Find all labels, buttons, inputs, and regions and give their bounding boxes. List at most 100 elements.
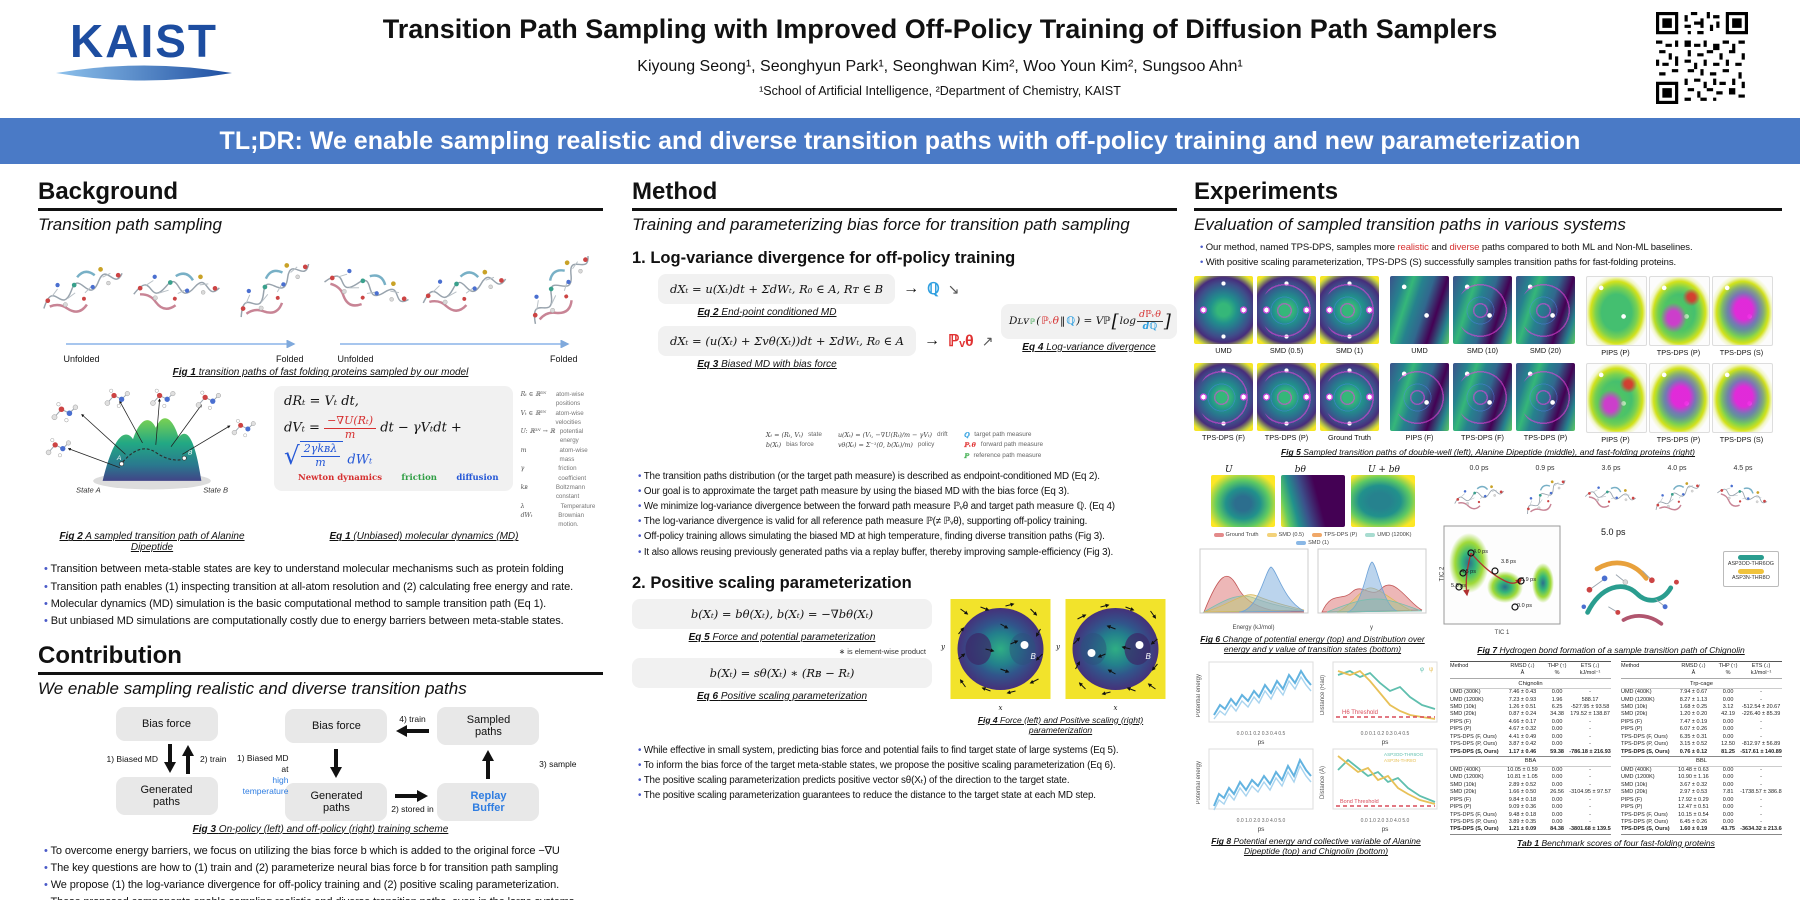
state-label: Unfolded <box>63 354 100 364</box>
bullet: Transition between meta-stable states ar… <box>44 561 603 578</box>
newton-term: −∇U(Rₜ) m <box>324 414 377 441</box>
fig8-block: Potential energy Distance (Rad) H6 Thres… <box>1194 661 1438 856</box>
fig1-arrow-left: Unfolded Folded <box>64 335 304 364</box>
biased-potential-heatmap <box>1350 475 1415 528</box>
eq1-box: dRₜ = Vₜ dt, dVₜ = −∇U(Rₜ) m dt − γVₜdt +… <box>274 386 513 491</box>
heatmap-panel <box>1390 363 1449 432</box>
tldr-banner: TL;DR: We enable sampling realistic and … <box>0 118 1800 164</box>
tic-plot: TIC 2 <box>1439 525 1561 642</box>
table-row: UMD (300K) 7.46 ± 0.43 0.00- <box>1450 689 1591 696</box>
big-time-label: 5.0 ps <box>1601 527 1626 538</box>
fig4-caption: Fig 4 Force (left) and Positive scaling … <box>977 714 1144 735</box>
fig7-bottom: TIC 2 <box>1439 525 1779 642</box>
eq1-symbol-legend: Rₜ ∈ ℝ³ᴺ atom-wise positions Vₜ ∈ ℝ³ᴺ atom-… <box>520 391 596 529</box>
kaist-logo-text: KAIST <box>70 15 218 67</box>
bullet: These proposed components enable samplin… <box>44 894 603 900</box>
table-row: SMD (10k) 1.26 ± 0.51 6.25 -527.95 ± 93.58 <box>1450 704 1610 711</box>
poster-title: Transition Path Sampling with Improved O… <box>382 14 1498 44</box>
background-heading: Background <box>38 178 603 211</box>
bullet: The positive scaling parameterization pr… <box>638 773 1177 788</box>
table-row: TPS-DPS (F, Ours) 10.15 ± 0.54 0.00- <box>1621 811 1762 818</box>
table-row: SMD (20k) 0.87 ± 0.24 34.38 179.52 ± 138.87 <box>1450 711 1610 718</box>
experiments-heading: Experiments <box>1194 178 1782 211</box>
method-bullets-2: While effective in small system, predict… <box>632 743 1177 804</box>
biased-md-label: 1) Biased MD <box>106 753 159 764</box>
legend-chip-icon <box>1737 555 1764 561</box>
table-row: SMD (20k) 2.97 ± 0.53 7.81 -1738.57 ± 386.8… <box>1621 789 1782 796</box>
eq2-row: dXₜ = u(Xₜ)dt + ΣdWₜ, R₀ ∈ A, Rᴛ ∈ B → ℚ… <box>658 274 1177 304</box>
fig6-heatmaps <box>1194 475 1431 528</box>
heatmap-panel <box>1586 276 1647 347</box>
arrow-down-icon <box>164 743 177 774</box>
fig5-row1: UMD SMD (0.5) SMD (1) UMD SMD (10) SMD (… <box>1194 276 1782 357</box>
fig6-density-plots: Energy (kJ/mol) y <box>1194 548 1431 631</box>
eq2-box: dXₜ = u(Xₜ)dt + ΣdWₜ, R₀ ∈ A, Rᴛ ∈ B <box>658 274 896 304</box>
eq6-caption: Eq 6 Positive scaling parameterization <box>696 690 868 702</box>
eq5-eq6-block: b(Xₜ) = bθ(Xₜ), b(Xₜ) = −∇bθ(Xₜ) Eq 5 Fo… <box>632 598 932 735</box>
legend-chip-icon <box>1312 533 1322 538</box>
state-label: Unfolded <box>337 354 374 364</box>
fig4-block: y B x y B x <box>941 599 1173 735</box>
legend-chip-icon <box>1266 533 1277 538</box>
table-row: PIPS (F) 9.84 ± 0.18 0.00- <box>1450 796 1591 803</box>
affiliation: ¹School of Artificial Intelligence, ²Dep… <box>759 84 1121 98</box>
state-label: Folded <box>549 354 578 364</box>
heatmap-panel <box>1516 363 1575 432</box>
bullet: Our goal is to approximate the target pa… <box>638 484 1177 499</box>
target-measure-symbol: ℚ <box>927 281 940 298</box>
distance-chart: Bond Threshold ASP3OD-THR6OG ASP3N-THR8O <box>1332 748 1438 810</box>
molecule-snapshot-icon <box>1652 480 1703 513</box>
generated-paths-box: Generated paths <box>115 776 218 815</box>
method-heading: Method <box>632 178 1177 211</box>
eq1-caption: Eq 1 (Unbiased) molecular dynamics (MD) <box>329 531 519 543</box>
bullet: To overcome energy barriers, we focus on… <box>44 843 603 860</box>
table-row: SMD (20k) 1.20 ± 0.20 42.19 -226.40 ± 85.39 <box>1621 711 1781 718</box>
fig6-fig7-row: U bθ U + bθ Ground Truth SMD (0.5) TPS-DPS… <box>1194 465 1782 655</box>
bullet: To inform the bias force of the target m… <box>638 758 1177 773</box>
table-row: TPS-DPS (P, Ours) 3.87 ± 0.42 0.00- <box>1450 741 1591 748</box>
fig7-block: 0.0 ps 0.9 ps 3.6 ps 4.0 ps 4.5 ps TIC 2 <box>1439 465 1779 656</box>
potential-heatmap <box>1210 475 1275 528</box>
table-row: UMD (400K) 10.48 ± 0.63 0.00- <box>1621 766 1762 773</box>
stored-in-label: 2) stored in <box>391 803 434 814</box>
potential-energy-chart <box>1208 661 1314 723</box>
fig7-caption: Fig 7 Hydrogen bond formation of a sampl… <box>1477 645 1745 656</box>
arrow-right-icon <box>395 789 429 802</box>
generated-paths-box: Generated paths <box>285 782 388 821</box>
svg-text:B: B <box>1031 652 1037 661</box>
table-row: TPS-DPS (S, Ours) 0.76 ± 0.12 81.25 -517.61… <box>1621 748 1782 755</box>
svg-text:ASP3OD-THR6OG: ASP3OD-THR6OG <box>1384 752 1424 757</box>
arrow-up-icon <box>182 744 194 774</box>
arrow-down-icon <box>330 748 343 779</box>
parameterization-row: b(Xₜ) = bθ(Xₜ), b(Xₜ) = −∇bθ(Xₜ) Eq 5 Fo… <box>632 599 1177 735</box>
molecule-snapshot-icon <box>1519 476 1573 517</box>
fig1-arrow-right: Unfolded Folded <box>338 335 578 364</box>
table-row: SMD (10k) 2.89 ± 0.52 0.00- <box>1450 781 1591 788</box>
fig6-caption: Fig 6 Change of potential energy (top) a… <box>1200 634 1425 655</box>
train-label: 2) train <box>200 753 227 764</box>
state-label: Folded <box>275 354 304 364</box>
table-row: UMD (400K) 7.94 ± 0.67 0.00- <box>1621 689 1762 696</box>
heatmap-panel <box>1712 276 1773 347</box>
state-a-label: State A <box>76 485 101 494</box>
benchmark-table-left: Method RMSD (↓) Å THP (↑) % ETS (↓) kJ/mol⁻… <box>1450 661 1611 835</box>
eq3-caption: Eq 3 Biased MD with bias force <box>697 359 837 370</box>
qr-code <box>1656 12 1748 104</box>
bullet: The positive scaling parameterization gu… <box>638 788 1177 803</box>
tab1-block: Method RMSD (↓) Å THP (↑) % ETS (↓) kJ/mol⁻… <box>1450 661 1782 856</box>
energy-density-plot <box>1199 548 1308 614</box>
bullet: We propose (1) the log-variance divergen… <box>44 877 603 894</box>
experiments-column: Experiments Evaluation of sampled transi… <box>1194 178 1782 856</box>
heatmap-panel <box>1320 363 1379 432</box>
diag-arrow-down-icon: ↘ <box>947 280 960 297</box>
method-section2-title: 2. Positive scaling parameterization <box>632 573 912 592</box>
table-row: PIPS (P) 12.47 ± 0.51 0.00- <box>1621 804 1762 811</box>
eq5-caption: Eq 5 Force and potential parameterizatio… <box>688 631 876 643</box>
table-row: PIPS (F) 7.47 ± 0.19 0.00- <box>1621 718 1762 725</box>
fig6-block: U bθ U + bθ Ground Truth SMD (0.5) TPS-DPS… <box>1194 465 1431 655</box>
fig8-caption: Fig 8 Potential energy and collective va… <box>1211 836 1421 857</box>
background-subtitle: Transition path sampling <box>38 215 222 234</box>
table-rows: UMD (300K) 7.46 ± 0.43 0.00- UMD (1200K) 7.2… <box>1450 689 1611 757</box>
legend-chip-icon <box>1737 569 1764 575</box>
fig1-arrows: Unfolded Folded Unfolded Folded <box>38 335 603 364</box>
